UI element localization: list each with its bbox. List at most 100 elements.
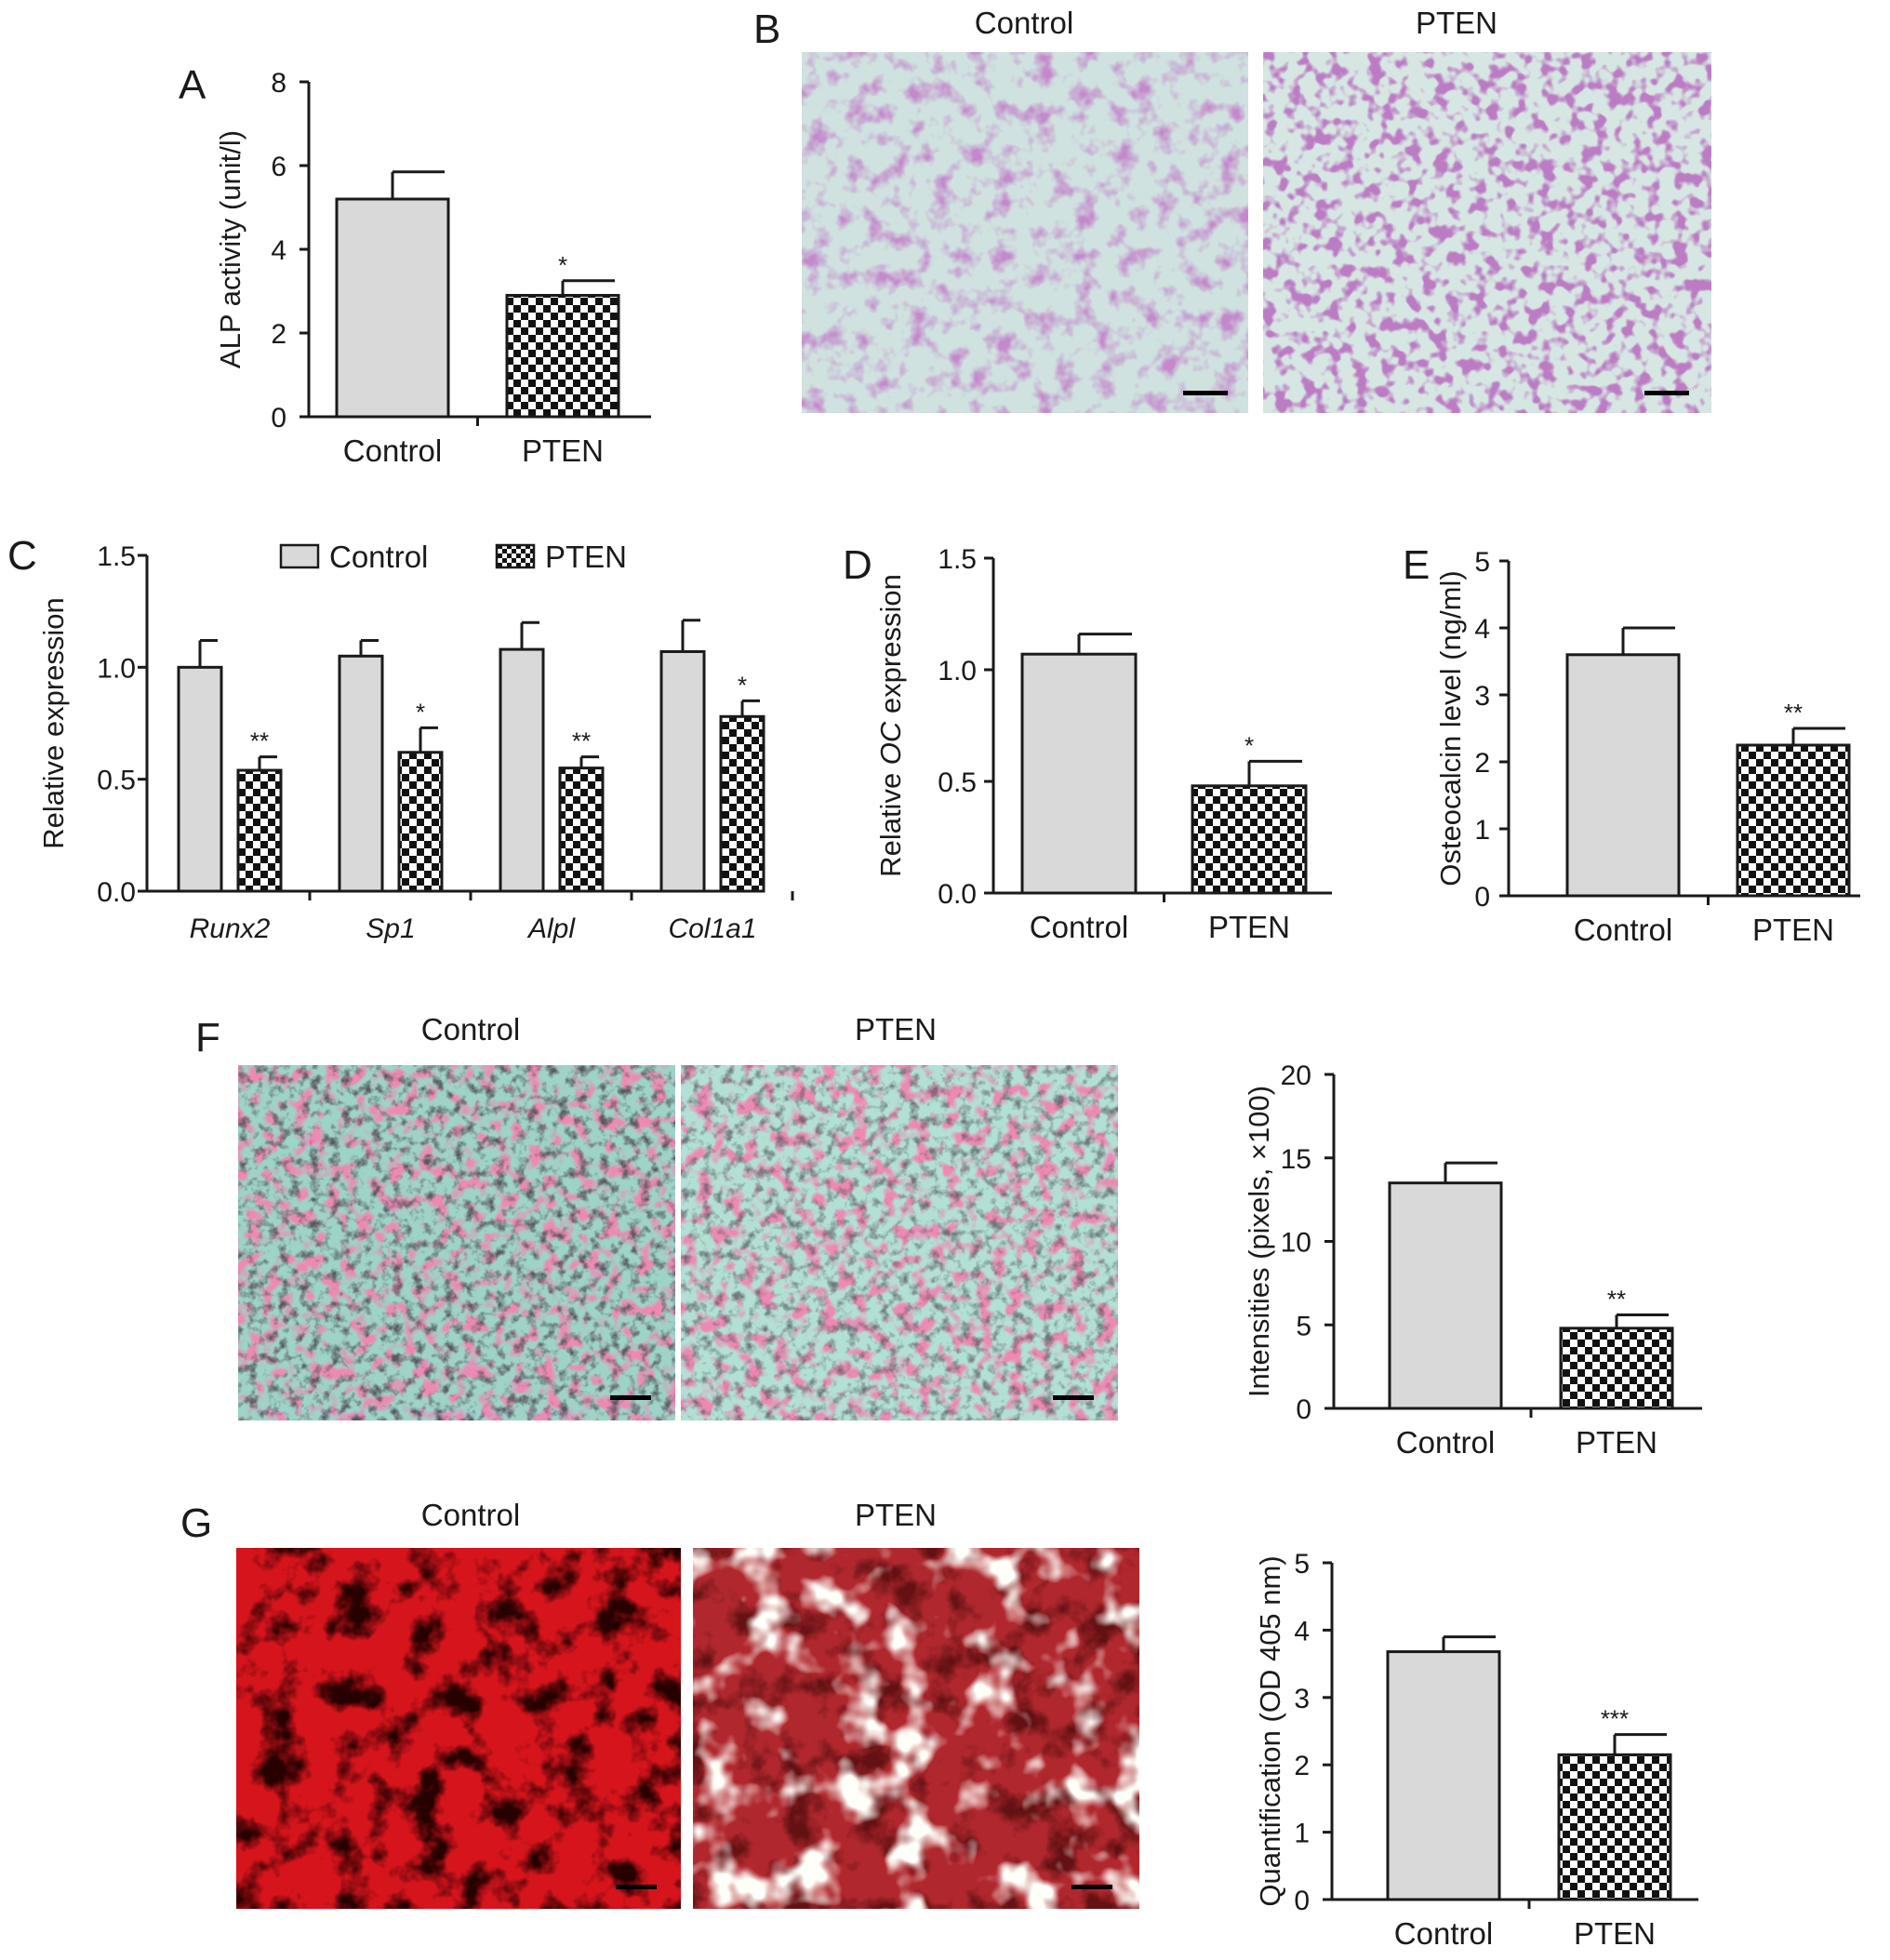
y-tick-label-e: 5 [1474, 547, 1490, 578]
bar-c-pten-alpl [558, 767, 605, 893]
y-tick-label-f: 10 [1281, 1228, 1311, 1259]
scale-bar [1053, 1395, 1094, 1400]
bar-a-control [335, 197, 450, 419]
y-tick-label-g: 5 [1294, 1549, 1310, 1580]
legend-swatch-control [279, 543, 320, 569]
x-tick-label-g: PTEN [1574, 1916, 1656, 1951]
scale-bar [616, 1885, 657, 1889]
y-tick-label-d: 0.0 [938, 879, 977, 910]
legend-label-control: Control [329, 540, 428, 574]
x-tick-label-e: PTEN [1752, 913, 1834, 947]
bar-c-pten-runx2 [236, 768, 283, 893]
micrograph-caption-g-control: Control [421, 1498, 520, 1532]
panel-letter-e: E [1403, 542, 1430, 588]
significance-f-pten: ** [1607, 1285, 1626, 1313]
bar-d-pten [1191, 784, 1308, 895]
scale-bar [1183, 391, 1228, 395]
bar-a-pten [505, 294, 620, 419]
bar-c-control-sp1 [338, 654, 384, 893]
y-tick-label-e: 4 [1474, 614, 1490, 645]
bar-c-pten-sp1 [397, 751, 444, 893]
y-tick-label-e: 2 [1474, 748, 1490, 779]
y-tick-label-d: 1.0 [938, 656, 977, 687]
micrograph-b-control [802, 52, 1248, 413]
significance-c-pten-sp1: * [416, 698, 425, 726]
y-tick-label-a: 6 [271, 152, 286, 182]
significance-d-pten: * [1244, 731, 1254, 759]
x-tick-label-c: Alpl [526, 913, 576, 944]
x-tick-label-d: PTEN [1208, 910, 1290, 944]
x-tick-label-a: Control [343, 433, 442, 468]
panel-letter-g: G [180, 1500, 212, 1546]
y-tick-label-f: 20 [1281, 1060, 1311, 1091]
y-tick-label-a: 0 [271, 403, 286, 433]
panel-letter-a: A [179, 62, 206, 108]
chart-a: 0 2 4 6 8 ALP activity (unit/l) Control * PTEN [214, 68, 651, 468]
micrograph-b-pten [1263, 52, 1711, 413]
x-tick-label-d: Control [1030, 910, 1128, 944]
bar-c-pten-col1a1 [719, 714, 765, 893]
micrograph-caption-f-pten: PTEN [855, 1012, 937, 1047]
significance-g-pten: *** [1601, 1705, 1629, 1733]
y-tick-label-g: 3 [1294, 1684, 1310, 1714]
significance-c-pten-runx2: ** [250, 727, 269, 755]
y-tick-label-c: 0.0 [97, 877, 136, 908]
y-axis-label-g: Quantification (OD 405 nm) [1254, 1555, 1286, 1906]
y-tick-label-c: 1.5 [97, 541, 136, 572]
bar-c-control-alpl [499, 647, 545, 893]
y-tick-label-e: 0 [1474, 882, 1490, 913]
legend-swatch-pten [495, 543, 536, 569]
legend-c: Control PTEN [279, 540, 627, 574]
significance-a-pten: * [558, 251, 567, 279]
x-tick-label-g: Control [1394, 1916, 1493, 1951]
micrograph-g-control [236, 1548, 681, 1909]
y-tick-label-g: 4 [1294, 1616, 1310, 1647]
y-axis-label-f: Intensities (pixels, ×100) [1243, 1086, 1275, 1397]
micrograph-caption-f-control: Control [421, 1012, 520, 1047]
y-tick-label-a: 4 [271, 235, 286, 266]
micrograph-caption-b-pten: PTEN [1416, 6, 1497, 40]
bar-f-control [1388, 1181, 1503, 1410]
x-tick-label-f: PTEN [1576, 1425, 1657, 1460]
micrograph-caption-g-pten: PTEN [855, 1498, 937, 1532]
y-tick-label-e: 1 [1474, 815, 1490, 846]
y-axis-label-c: Relative expression [37, 597, 70, 849]
chart-c: 0.0 0.5 1.0 1.5 Relative expression ** Runx2 * S… [37, 541, 794, 944]
y-tick-label-f: 5 [1296, 1311, 1311, 1341]
legend-label-pten: PTEN [545, 540, 627, 574]
x-tick-label-f: Control [1396, 1425, 1495, 1460]
y-axis-label-d: Relative OC expression [874, 574, 907, 877]
x-tick-label-c: Sp1 [366, 913, 415, 944]
y-tick-label-a: 2 [271, 319, 286, 350]
y-tick-label-d: 0.5 [938, 767, 977, 798]
significance-c-pten-col1a1: * [738, 671, 747, 699]
significance-c-pten-alpl: ** [572, 727, 591, 755]
chart-d: 0.0 0.5 1.0 1.5 Relative OC expression Contro… [874, 544, 1332, 944]
y-tick-label-c: 1.0 [97, 653, 136, 684]
scale-bar [1644, 391, 1689, 395]
x-tick-label-c: Runx2 [190, 913, 271, 944]
bar-c-control-runx2 [177, 665, 223, 893]
y-tick-label-f: 15 [1281, 1144, 1311, 1175]
y-tick-label-d: 1.5 [938, 544, 977, 575]
y-axis-label-a: ALP activity (unit/l) [214, 130, 246, 368]
panel-letter-f: F [195, 1015, 220, 1060]
micrograph-f-control [238, 1065, 675, 1420]
significance-e-pten: ** [1784, 699, 1803, 727]
bar-d-control [1020, 652, 1138, 895]
panel-letter-c: C [7, 533, 37, 579]
y-tick-label-c: 0.5 [97, 766, 136, 796]
y-tick-label-g: 2 [1294, 1751, 1310, 1781]
micrograph-f-pten [681, 1065, 1118, 1420]
y-tick-label-f: 0 [1296, 1394, 1311, 1425]
x-tick-label-e: Control [1574, 913, 1672, 947]
y-tick-label-g: 0 [1294, 1886, 1310, 1916]
micrograph-g-pten [693, 1548, 1139, 1909]
panel-letter-b: B [753, 7, 780, 52]
bar-g-pten [1557, 1753, 1672, 1901]
scale-bar [610, 1395, 651, 1400]
y-tick-label-a: 8 [271, 68, 286, 99]
